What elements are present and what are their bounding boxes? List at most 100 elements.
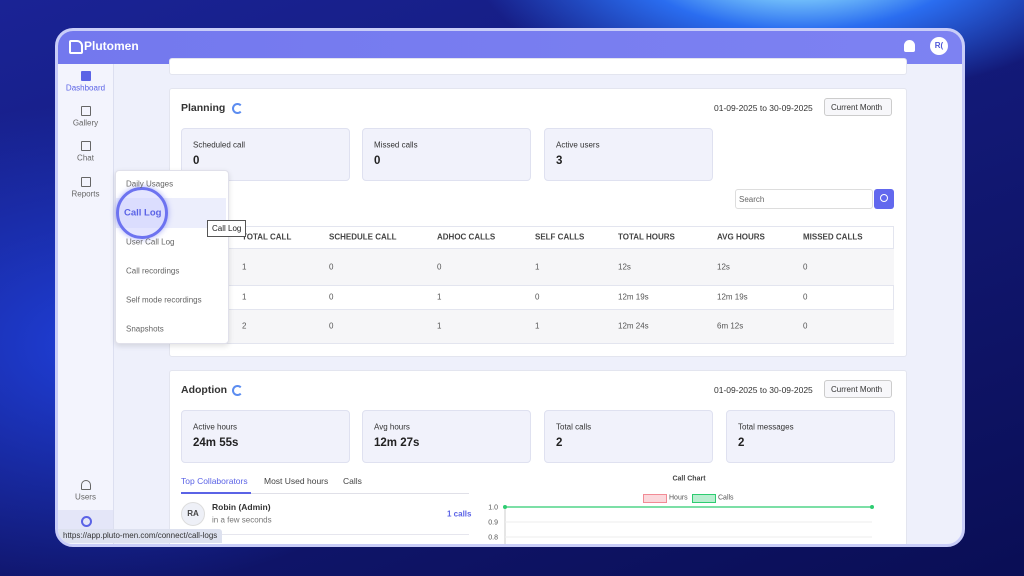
stat-label: Avg hours [374, 422, 410, 432]
avatar[interactable]: R( [930, 37, 948, 55]
table-cell: 0 [535, 292, 540, 302]
stat-box [544, 410, 713, 463]
stat-value: 24m 55s [193, 437, 239, 449]
sidebar-label[interactable]: Reports [71, 189, 100, 199]
menu-item[interactable]: Daily Usages [126, 179, 174, 189]
search-input[interactable]: Search [735, 189, 873, 209]
stat-box [181, 410, 350, 463]
table-cell: 1 [242, 292, 247, 302]
date-range: 01-09-2025 to 30-09-2025 [714, 103, 813, 113]
app-window: Plutomen R( Dashboard Gallery Chat Reports Use… [55, 28, 965, 547]
logo-icon [69, 40, 83, 54]
menu-item[interactable]: Self mode recordings [126, 295, 202, 305]
tooltip: Call Log [207, 220, 247, 237]
stat-label: Total messages [738, 422, 794, 432]
table-cell: 6m 12s [717, 321, 744, 331]
table-cell: 0 [803, 262, 808, 272]
table-cell: 2 [242, 321, 247, 331]
table-cell: 0 [803, 292, 808, 302]
chart-title: Call Chart [672, 475, 706, 483]
sidebar-icon[interactable] [81, 106, 91, 116]
collab-time: in a few seconds [212, 515, 272, 525]
table-row-bg [181, 248, 894, 286]
table-cell: 0 [329, 321, 334, 331]
table-header: AVG HOURS [717, 232, 765, 242]
table-cell: 0 [329, 262, 334, 272]
section-title: Planning [181, 102, 226, 114]
table-cell: 1 [437, 292, 442, 302]
stat-value: 0 [374, 155, 381, 167]
stat-label: Active users [556, 140, 600, 150]
settings-icon [81, 516, 92, 527]
refresh-icon[interactable] [232, 385, 243, 396]
table-header: SELF CALLS [535, 232, 585, 242]
sidebar-label[interactable]: Users [75, 492, 96, 502]
date-range: 01-09-2025 to 30-09-2025 [714, 385, 813, 395]
stat-box [544, 128, 713, 181]
tab-active [181, 492, 251, 494]
collab-name: Robin (Admin) [212, 502, 271, 512]
sidebar-icon[interactable] [81, 480, 91, 490]
card-tail [169, 58, 907, 75]
stat-label: Scheduled call [193, 140, 246, 150]
menu-item[interactable]: Snapshots [126, 324, 164, 334]
sidebar-icon[interactable] [81, 141, 91, 151]
tab[interactable]: Top Collaborators [181, 476, 248, 486]
sidebar-icon[interactable] [81, 177, 91, 187]
stat-box [726, 410, 895, 463]
table-cell: 1 [535, 262, 540, 272]
legend-label: Calls [718, 494, 734, 502]
table-header: ADHOC CALLS [437, 232, 496, 242]
sidebar-label[interactable]: Chat [77, 153, 94, 163]
sidebar [58, 64, 114, 544]
brand: Plutomen [84, 39, 139, 53]
stat-value: 0 [193, 155, 200, 167]
bell[interactable] [904, 40, 915, 52]
legend-swatch [692, 494, 716, 503]
collab-divider [181, 534, 469, 535]
legend-swatch [643, 494, 667, 503]
tab[interactable]: Calls [343, 476, 362, 486]
table-cell: 12s [618, 262, 631, 272]
tab-line [181, 493, 469, 494]
period-dropdown[interactable]: Current Month [824, 98, 892, 116]
stat-value: 2 [738, 437, 745, 449]
menu-item[interactable]: Call Log [124, 207, 162, 219]
stat-box [362, 128, 531, 181]
section-title: Adoption [181, 384, 228, 396]
refresh-icon[interactable] [232, 103, 243, 114]
table-cell: 12m 24s [618, 321, 649, 331]
table-header: TOTAL HOURS [618, 232, 675, 242]
table-cell: 1 [437, 321, 442, 331]
stat-value: 2 [556, 437, 563, 449]
collab-calls[interactable]: 1 calls [447, 509, 472, 519]
table-header: TOTAL CALL [242, 232, 292, 242]
table-cell: 1 [535, 321, 540, 331]
stat-label: Missed calls [374, 140, 418, 150]
highlight-circle [116, 187, 168, 239]
table-row-bg [181, 285, 894, 310]
period-dropdown[interactable]: Current Month [824, 380, 892, 398]
sidebar-label[interactable]: Dashboard [65, 83, 106, 93]
collab-avatar: RA [181, 502, 205, 526]
menu-item[interactable]: User Call Log [126, 237, 175, 247]
table-cell: 1 [242, 262, 247, 272]
menu-item[interactable]: Call recordings [126, 266, 180, 276]
sidebar-icon[interactable] [81, 71, 91, 81]
stat-value: 12m 27s [374, 437, 420, 449]
table-cell: 0 [803, 321, 808, 331]
stat-label: Total calls [556, 422, 592, 432]
table-row-bg [181, 309, 894, 343]
table-cell: 12m 19s [618, 292, 649, 302]
stat-box [362, 410, 531, 463]
status-url: https://app.pluto-men.com/connect/call-l… [58, 529, 223, 543]
table-header: MISSED CALLS [803, 232, 863, 242]
table-cell: 12m 19s [717, 292, 748, 302]
table-cell: 0 [437, 262, 442, 272]
sidebar-label[interactable]: Gallery [72, 118, 99, 128]
search-glyph [880, 194, 888, 202]
stat-value: 3 [556, 155, 563, 167]
tab[interactable]: Most Used hours [264, 476, 329, 486]
table-cell: 0 [329, 292, 334, 302]
